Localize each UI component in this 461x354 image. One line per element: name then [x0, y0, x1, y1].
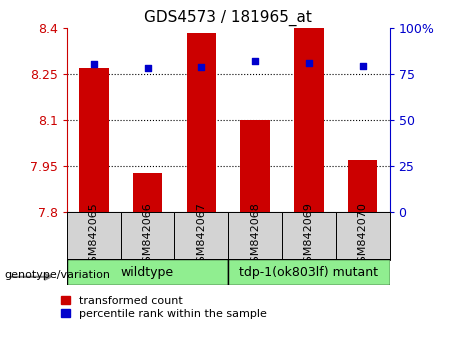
FancyBboxPatch shape [228, 212, 282, 260]
FancyBboxPatch shape [121, 212, 174, 260]
Text: GSM842068: GSM842068 [250, 202, 260, 270]
FancyBboxPatch shape [174, 212, 228, 260]
Text: GSM842070: GSM842070 [358, 202, 368, 270]
Bar [187, 33, 216, 212]
Bar [240, 120, 270, 212]
Text: GSM842066: GSM842066 [142, 202, 153, 270]
Point [198, 64, 205, 69]
Text: wildtype: wildtype [121, 266, 174, 279]
FancyBboxPatch shape [67, 259, 228, 285]
Bar [79, 68, 108, 212]
FancyBboxPatch shape [336, 212, 390, 260]
Point [251, 59, 259, 64]
Text: GSM842067: GSM842067 [196, 202, 207, 270]
FancyBboxPatch shape [228, 259, 390, 285]
FancyBboxPatch shape [67, 212, 121, 260]
Point [144, 65, 151, 70]
Bar [294, 28, 324, 212]
Point [305, 61, 313, 66]
FancyBboxPatch shape [282, 212, 336, 260]
Point [90, 61, 97, 67]
Title: GDS4573 / 181965_at: GDS4573 / 181965_at [144, 9, 312, 25]
Bar [348, 160, 378, 212]
Bar [133, 172, 162, 212]
Text: tdp-1(ok803lf) mutant: tdp-1(ok803lf) mutant [239, 266, 378, 279]
Legend: transformed count, percentile rank within the sample: transformed count, percentile rank withi… [61, 296, 266, 319]
Text: genotype/variation: genotype/variation [5, 270, 111, 280]
Point [359, 63, 366, 69]
Text: GSM842069: GSM842069 [304, 202, 314, 270]
Text: GSM842065: GSM842065 [89, 202, 99, 270]
